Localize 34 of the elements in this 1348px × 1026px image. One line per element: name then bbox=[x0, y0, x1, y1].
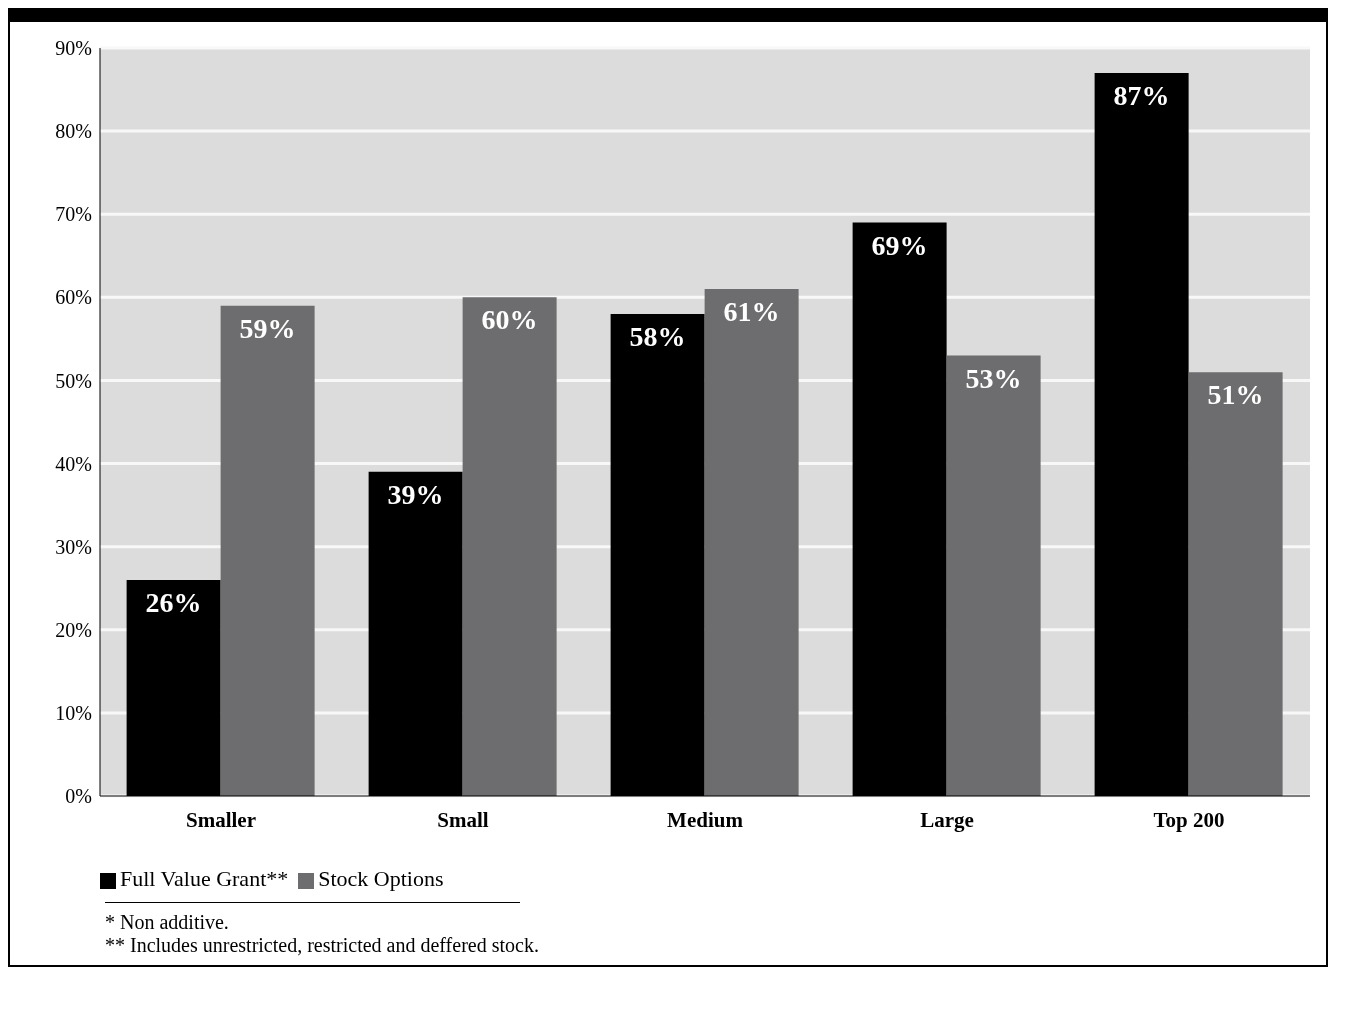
y-tick-label: 30% bbox=[55, 535, 92, 558]
bar bbox=[946, 355, 1041, 796]
data-label: 39% bbox=[387, 478, 444, 510]
bar bbox=[1188, 372, 1283, 796]
data-label: 58% bbox=[629, 320, 686, 352]
y-tick-label: 20% bbox=[55, 618, 92, 641]
y-tick-label: 40% bbox=[55, 452, 92, 475]
bar bbox=[462, 297, 557, 796]
legend-label: Full Value Grant** bbox=[120, 866, 289, 891]
x-tick-label: Top 200 bbox=[1153, 807, 1225, 832]
bar bbox=[220, 305, 315, 796]
y-tick-label: 50% bbox=[55, 369, 92, 392]
bar bbox=[704, 289, 799, 796]
data-label: 59% bbox=[239, 312, 296, 344]
y-tick-label: 80% bbox=[55, 120, 92, 143]
y-tick-label: 90% bbox=[55, 37, 92, 60]
x-tick-label: Large bbox=[920, 807, 974, 832]
text: ** Includes unrestricted, restricted and deffered stock. bbox=[105, 934, 539, 957]
text: * Non additive. bbox=[105, 911, 230, 934]
y-tick-label: 0% bbox=[65, 785, 92, 808]
data-label: 51% bbox=[1207, 379, 1264, 411]
x-tick-label: Smaller bbox=[186, 807, 256, 832]
x-tick-label: Medium bbox=[667, 807, 744, 832]
y-tick-label: 60% bbox=[55, 286, 92, 309]
data-label: 26% bbox=[145, 586, 202, 618]
data-label: 60% bbox=[481, 304, 538, 336]
data-label: 61% bbox=[723, 296, 780, 328]
data-label: 69% bbox=[871, 229, 928, 261]
y-tick-label: 70% bbox=[55, 203, 92, 226]
y-tick-label: 10% bbox=[55, 701, 92, 724]
x-tick-label: Small bbox=[437, 807, 489, 832]
data-label: 53% bbox=[965, 362, 1022, 394]
legend-label: Stock Options bbox=[318, 866, 444, 891]
data-label: 87% bbox=[1113, 79, 1170, 111]
